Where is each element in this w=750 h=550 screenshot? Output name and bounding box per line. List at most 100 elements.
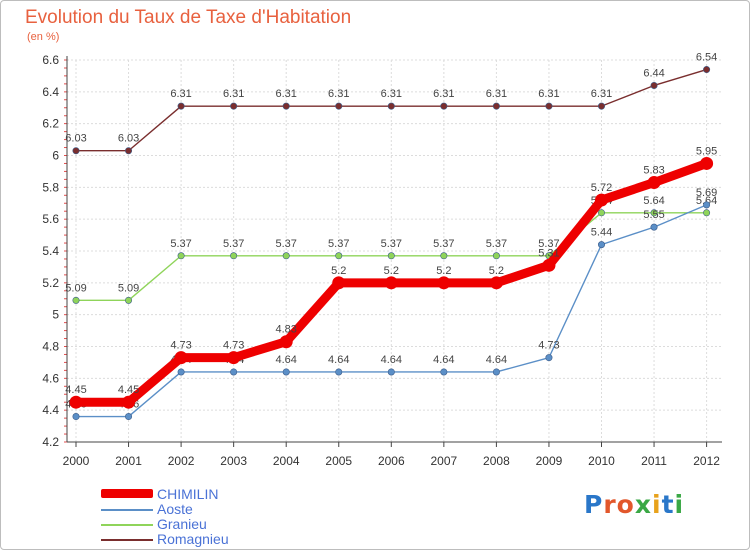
data-label: 5.37 bbox=[170, 238, 191, 250]
data-point bbox=[230, 252, 238, 260]
x-tick-label: 2005 bbox=[325, 454, 352, 468]
legend-label: CHIMILIN bbox=[157, 486, 219, 502]
data-label: 5.64 bbox=[696, 195, 717, 207]
data-label: 5.95 bbox=[696, 145, 717, 157]
data-point bbox=[703, 66, 711, 74]
logo-letter: P bbox=[584, 490, 604, 519]
data-point bbox=[703, 201, 711, 209]
data-point bbox=[230, 102, 238, 110]
data-point bbox=[177, 368, 185, 376]
data-label: 5.83 bbox=[643, 165, 664, 177]
data-label: 6.31 bbox=[328, 88, 349, 100]
data-label: 5.37 bbox=[223, 238, 244, 250]
y-tick-label: 5 bbox=[52, 308, 59, 322]
x-tick-label: 2007 bbox=[430, 454, 457, 468]
data-label: 5.37 bbox=[381, 238, 402, 250]
data-point bbox=[545, 102, 553, 110]
data-label: 5.69 bbox=[696, 187, 717, 199]
data-label: 6.31 bbox=[538, 88, 559, 100]
data-label: 5.37 bbox=[433, 238, 454, 250]
data-point bbox=[489, 276, 503, 290]
logo-letter: r bbox=[603, 490, 617, 519]
logo-letter: i bbox=[652, 490, 662, 519]
logo-letter: x bbox=[634, 490, 652, 519]
data-label: 5.09 bbox=[65, 282, 86, 294]
data-label: 4.83 bbox=[275, 324, 296, 336]
data-point bbox=[437, 276, 451, 290]
data-label: 4.64 bbox=[433, 354, 454, 366]
data-label: 6.31 bbox=[223, 88, 244, 100]
data-point bbox=[282, 368, 290, 376]
y-tick-label: 6.6 bbox=[42, 53, 59, 67]
data-label: 4.64 bbox=[486, 354, 507, 366]
data-point bbox=[387, 368, 395, 376]
data-label: 6.03 bbox=[118, 133, 139, 145]
data-label: 4.64 bbox=[275, 354, 296, 366]
y-tick-label: 6 bbox=[52, 149, 59, 163]
legend-swatch bbox=[101, 489, 153, 498]
data-point bbox=[122, 395, 136, 409]
legend-label: Granieu bbox=[157, 516, 207, 532]
x-tick-label: 2006 bbox=[378, 454, 405, 468]
logo-letter: o bbox=[616, 490, 635, 519]
data-label: 6.31 bbox=[381, 88, 402, 100]
y-tick-label: 5.4 bbox=[42, 244, 59, 258]
chart-title: Evolution du Taux de Taxe d'Habitation bbox=[25, 7, 352, 28]
data-label: 4.45 bbox=[118, 384, 139, 396]
data-point bbox=[177, 102, 185, 110]
data-label: 5.31 bbox=[538, 247, 559, 259]
data-label: 5.72 bbox=[591, 182, 612, 194]
data-point bbox=[335, 102, 343, 110]
data-label: 6.54 bbox=[696, 52, 717, 64]
data-point bbox=[595, 193, 608, 207]
data-point bbox=[332, 276, 346, 290]
data-label: 5.64 bbox=[643, 195, 664, 207]
x-tick-label: 2000 bbox=[63, 454, 90, 468]
data-point bbox=[72, 296, 80, 304]
data-label: 5.37 bbox=[328, 238, 349, 250]
data-point bbox=[492, 252, 500, 260]
x-tick-label: 2009 bbox=[536, 454, 563, 468]
y-tick-label: 5.2 bbox=[42, 276, 59, 290]
data-point bbox=[703, 209, 711, 217]
data-point bbox=[125, 296, 133, 304]
data-label: 4.45 bbox=[65, 384, 86, 396]
data-label: 6.31 bbox=[486, 88, 507, 100]
logo-letter: i bbox=[674, 490, 685, 519]
data-point bbox=[335, 368, 343, 376]
data-label: 5.44 bbox=[591, 227, 612, 239]
logo-letter: t bbox=[661, 490, 675, 519]
data-label: 6.44 bbox=[643, 67, 664, 79]
x-tick-label: 2001 bbox=[115, 454, 142, 468]
data-label: 5.37 bbox=[275, 238, 296, 250]
data-label: 5.2 bbox=[489, 265, 504, 277]
y-tick-label: 4.6 bbox=[42, 371, 59, 385]
data-point bbox=[279, 335, 293, 349]
data-point bbox=[597, 241, 605, 249]
data-point bbox=[387, 252, 395, 260]
x-tick-label: 2002 bbox=[168, 454, 195, 468]
x-tick-label: 2011 bbox=[641, 454, 667, 468]
data-point bbox=[335, 252, 343, 260]
data-point bbox=[492, 102, 500, 110]
data-point bbox=[384, 276, 398, 290]
data-label: 5.37 bbox=[486, 238, 507, 250]
chart-unit-label: (en %) bbox=[27, 31, 60, 43]
x-tick-label: 2004 bbox=[273, 454, 300, 468]
data-point bbox=[230, 368, 238, 376]
data-point bbox=[700, 156, 714, 170]
data-point bbox=[72, 413, 80, 421]
data-point bbox=[174, 351, 188, 365]
data-label: 6.03 bbox=[65, 133, 86, 145]
x-tick-label: 2010 bbox=[588, 454, 615, 468]
data-label: 5.09 bbox=[118, 282, 139, 294]
data-point bbox=[545, 354, 553, 362]
data-point bbox=[597, 102, 605, 110]
data-point bbox=[650, 223, 658, 231]
y-tick-label: 5.8 bbox=[42, 180, 59, 194]
data-label: 5.55 bbox=[643, 209, 664, 221]
x-tick-label: 2012 bbox=[693, 454, 720, 468]
legend-label: Aoste bbox=[157, 501, 193, 517]
data-label: 5.37 bbox=[538, 238, 559, 250]
